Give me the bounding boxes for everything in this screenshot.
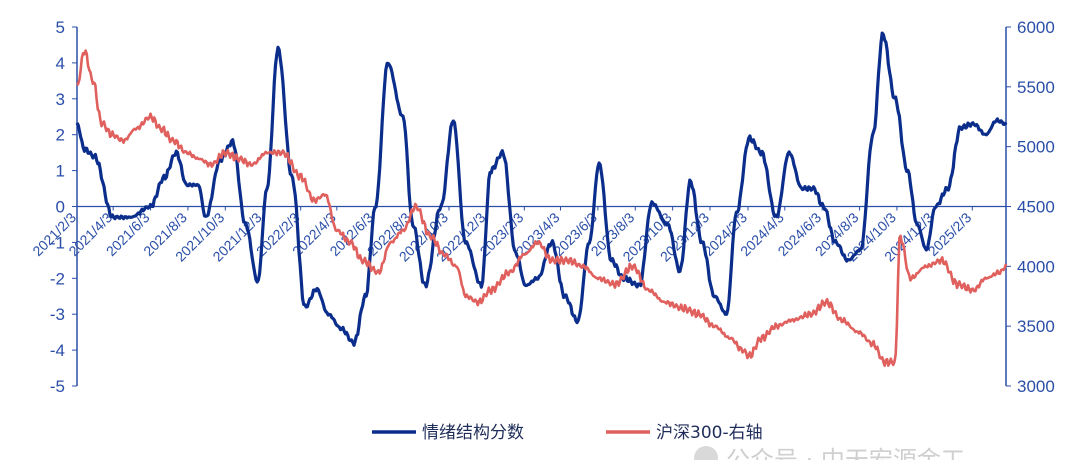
right-tick-label: 3000 — [1017, 377, 1055, 396]
right-tick-label: 6000 — [1017, 18, 1055, 37]
watermark-icon — [694, 446, 718, 460]
left-tick-label: -4 — [50, 341, 65, 360]
right-tick-label: 4500 — [1017, 198, 1055, 217]
watermark: 公众号 · 中天宏源金工 — [694, 446, 965, 460]
left-tick-label: -3 — [50, 305, 65, 324]
left-tick-label: 1 — [56, 162, 65, 181]
left-tick-label: 0 — [56, 198, 65, 217]
left-tick-label: 2 — [56, 126, 65, 145]
left-tick-label: 3 — [56, 90, 65, 109]
left-tick-label: -5 — [50, 377, 65, 396]
series-line-1 — [75, 49, 1008, 367]
left-tick-label: 5 — [56, 18, 65, 37]
series-line-0 — [75, 31, 1008, 347]
right-tick-label: 4000 — [1017, 257, 1055, 276]
right-tick-label: 3500 — [1017, 317, 1055, 336]
watermark-text: 公众号 · 中天宏源金工 — [726, 446, 965, 460]
right-tick-label: 5500 — [1017, 78, 1055, 97]
left-tick-label: -1 — [50, 233, 65, 252]
legend-label-0: 情绪结构分数 — [422, 423, 524, 443]
legend: 情绪结构分数 沪深300-右轴 — [372, 423, 763, 443]
left-tick-label: -2 — [50, 269, 65, 288]
left-tick-label: 4 — [56, 54, 65, 73]
legend-label-1: 沪深300-右轴 — [656, 423, 763, 443]
right-tick-label: 5000 — [1017, 138, 1055, 157]
series-group — [75, 31, 1008, 367]
